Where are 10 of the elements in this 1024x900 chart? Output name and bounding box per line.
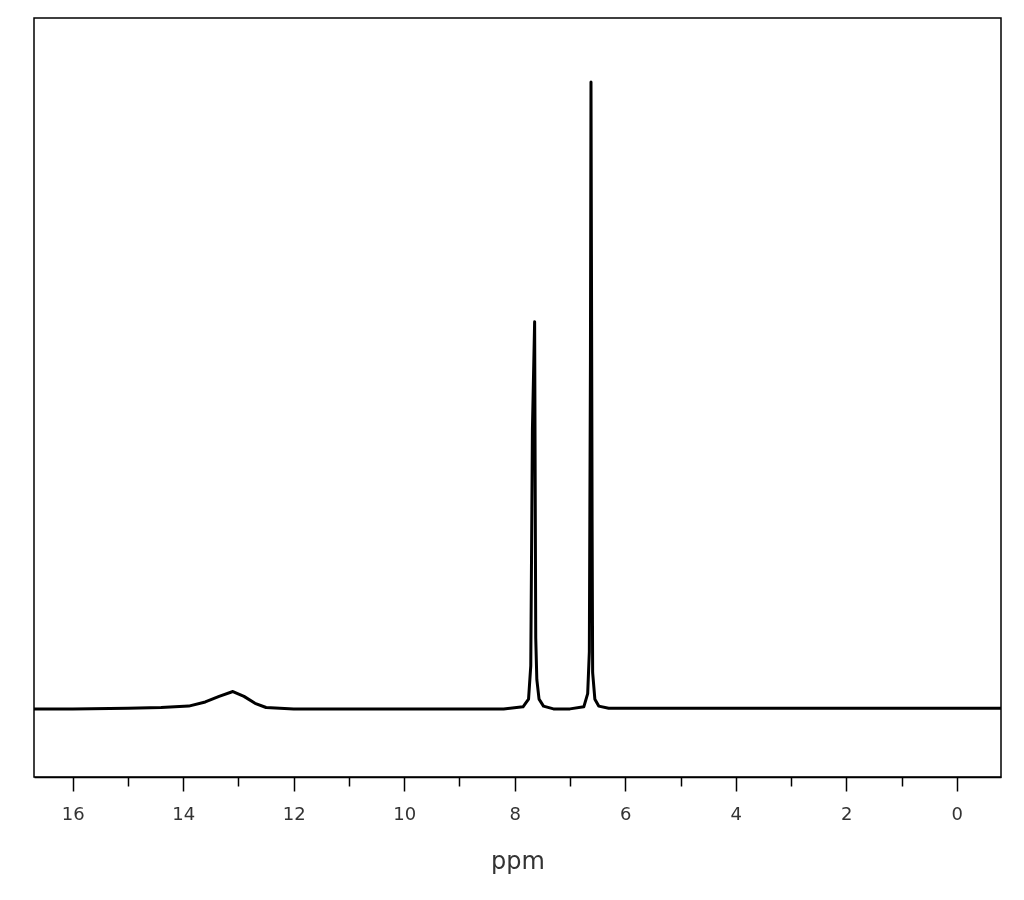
x-tick-label: 6 (620, 802, 632, 824)
x-axis-title: ppm (491, 846, 545, 875)
x-tick-label: 16 (61, 802, 85, 824)
x-tick-label: 14 (172, 802, 196, 824)
x-tick-label: 0 (951, 802, 964, 824)
x-tick-label: 12 (282, 802, 306, 824)
x-tick-label: 2 (841, 802, 853, 824)
x-tick-label: 4 (730, 802, 742, 824)
x-tick-label: 8 (509, 802, 521, 824)
x-tick-label: 10 (393, 802, 417, 824)
